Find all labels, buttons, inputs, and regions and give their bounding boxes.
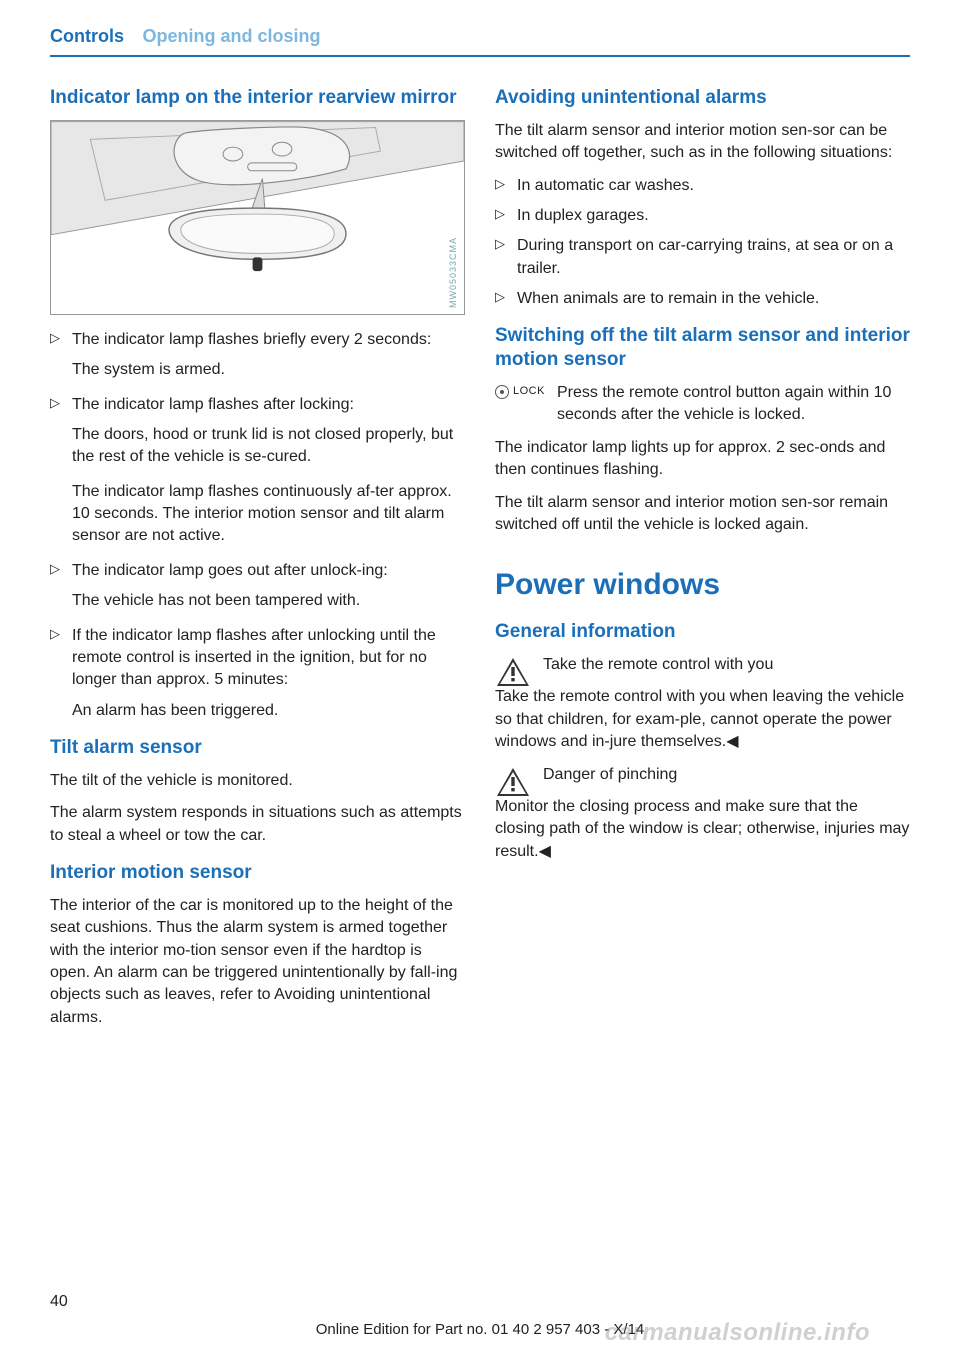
- content-columns: Indicator lamp on the interior rearview …: [50, 86, 910, 1039]
- indicator-list: The indicator lamp flashes after locking…: [50, 394, 465, 416]
- warning-body-text: Monitor the closing process and make sur…: [495, 798, 909, 860]
- header-controls-label: Controls: [50, 26, 124, 46]
- warning-body: Monitor the closing process and make sur…: [495, 796, 910, 863]
- body-text: The alarm system responds in situations …: [50, 802, 465, 847]
- warning-body-text: Take the remote control with you when le…: [495, 688, 904, 750]
- heading-indicator-lamp: Indicator lamp on the interior rearview …: [50, 86, 465, 110]
- list-text: The indicator lamp flashes after locking…: [72, 396, 354, 413]
- list-item: If the indicator lamp flashes after unlo…: [50, 625, 465, 692]
- warning-title: Danger of pinching: [543, 764, 910, 786]
- list-item: The indicator lamp goes out after unlock…: [50, 560, 465, 582]
- body-text: The tilt alarm sensor and interior motio…: [495, 492, 910, 537]
- situations-list: In automatic car washes. In duplex garag…: [495, 175, 910, 311]
- list-item: The indicator lamp flashes after locking…: [50, 394, 465, 416]
- warning-body: Take the remote control with you when le…: [495, 686, 910, 753]
- body-text: The tilt alarm sensor and interior motio…: [495, 120, 910, 165]
- list-item: In duplex garages.: [495, 205, 910, 227]
- indicator-list: The indicator lamp flashes briefly every…: [50, 329, 465, 351]
- warning-title: Take the remote control with you: [543, 654, 910, 676]
- left-column: Indicator lamp on the interior rearview …: [50, 86, 465, 1039]
- list-item: When animals are to remain in the vehicl…: [495, 288, 910, 310]
- warning-block: Danger of pinching: [495, 764, 910, 786]
- lock-icon: LOCK: [495, 384, 545, 399]
- watermark: carmanualsonline.info: [605, 1316, 870, 1350]
- list-item: During transport on car-carrying trains,…: [495, 235, 910, 280]
- lock-instruction: LOCK Press the remote control button aga…: [495, 382, 910, 427]
- list-item: In automatic car washes.: [495, 175, 910, 197]
- list-text: During transport on car-carrying trains,…: [517, 237, 893, 276]
- page-header: Controls Opening and closing: [50, 24, 910, 57]
- lock-text: Press the remote control button again wi…: [557, 384, 891, 423]
- indicator-list: The indicator lamp goes out after unlock…: [50, 560, 465, 582]
- warning-block: Take the remote control with you: [495, 654, 910, 676]
- list-item: The indicator lamp flashes briefly every…: [50, 329, 465, 351]
- heading-general-info: General information: [495, 620, 910, 644]
- body-text: The tilt of the vehicle is monitored.: [50, 770, 465, 792]
- list-detail: The vehicle has not been tampered with.: [50, 590, 465, 612]
- mirror-illustration: [51, 121, 464, 314]
- list-detail: An alarm has been triggered.: [50, 700, 465, 722]
- figure-rearview-mirror: MW05033CMA: [50, 120, 465, 315]
- right-column: Avoiding unintentional alarms The tilt a…: [495, 86, 910, 1039]
- list-detail: The indicator lamp flashes continuously …: [50, 481, 465, 548]
- list-text: The indicator lamp goes out after unlock…: [72, 562, 388, 579]
- heading-interior-motion: Interior motion sensor: [50, 861, 465, 885]
- list-detail: The doors, hood or trunk lid is not clos…: [50, 424, 465, 469]
- heading-switching-off: Switching off the tilt alarm sensor and …: [495, 324, 910, 372]
- heading-tilt-sensor: Tilt alarm sensor: [50, 736, 465, 760]
- heading-avoiding-alarms: Avoiding unintentional alarms: [495, 86, 910, 110]
- list-text: When animals are to remain in the vehicl…: [517, 290, 819, 307]
- page-number: 40: [50, 1291, 910, 1313]
- body-text: The indicator lamp lights up for approx.…: [495, 437, 910, 482]
- warning-icon: [495, 656, 531, 688]
- list-text: In duplex garages.: [517, 207, 649, 224]
- list-detail: The system is armed.: [50, 359, 465, 381]
- lock-label: LOCK: [513, 384, 545, 399]
- list-text: In automatic car washes.: [517, 177, 694, 194]
- list-text: The indicator lamp flashes briefly every…: [72, 331, 431, 348]
- heading-power-windows: Power windows: [495, 564, 910, 606]
- body-text: The interior of the car is monitored up …: [50, 895, 465, 1029]
- warning-icon: [495, 766, 531, 798]
- list-text: If the indicator lamp flashes after unlo…: [72, 627, 436, 689]
- figure-code: MW05033CMA: [447, 237, 460, 308]
- header-section-label: Opening and closing: [142, 26, 320, 46]
- indicator-list: If the indicator lamp flashes after unlo…: [50, 625, 465, 692]
